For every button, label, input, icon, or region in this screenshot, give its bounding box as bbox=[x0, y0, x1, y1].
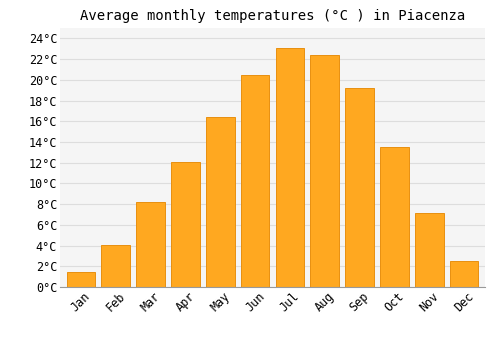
Bar bbox=[102, 245, 130, 287]
Bar bbox=[346, 88, 374, 287]
Bar bbox=[241, 75, 270, 287]
Bar bbox=[310, 55, 339, 287]
Bar bbox=[415, 214, 444, 287]
Bar bbox=[380, 147, 408, 287]
Bar bbox=[136, 202, 165, 287]
Bar bbox=[276, 48, 304, 287]
Bar bbox=[66, 273, 95, 287]
Bar bbox=[450, 261, 478, 287]
Bar bbox=[206, 117, 234, 287]
Bar bbox=[171, 162, 200, 287]
Title: Average monthly temperatures (°C ) in Piacenza: Average monthly temperatures (°C ) in Pi… bbox=[80, 9, 465, 23]
